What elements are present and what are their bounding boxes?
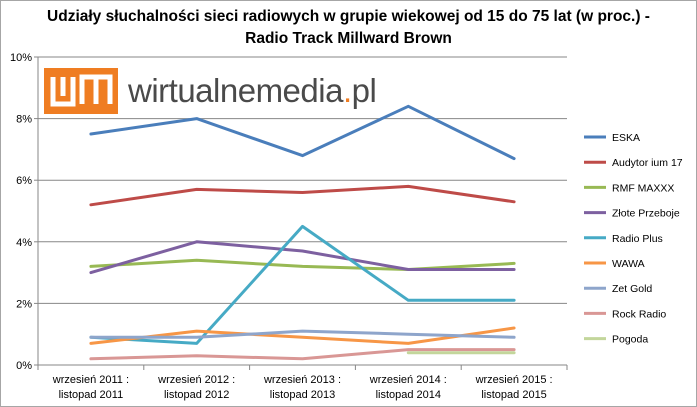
series-line [89, 240, 516, 275]
series-line [89, 224, 516, 345]
y-tick-label: 8% [16, 114, 32, 126]
legend-label: Rock Radio [612, 308, 666, 320]
x-tick-label: wrzesień 2011 : [52, 374, 129, 386]
x-tick-label: wrzesień 2012 : [157, 374, 235, 386]
watermark-text: wirtualnemedia.pl [128, 72, 377, 110]
legend-label: Radio Plus [612, 233, 663, 245]
x-tick-label: wrzesień 2015 : [475, 374, 553, 386]
series-line [89, 104, 516, 161]
chart-title: Udziały słuchalności sieci radiowych w g… [0, 6, 697, 50]
legend-label: Zet Gold [612, 283, 652, 295]
series-line [89, 348, 516, 361]
legend-label: WAWA [612, 258, 645, 270]
x-tick-label: listopad 2015 [481, 389, 546, 401]
series-line [89, 326, 516, 345]
watermark-dot: . [342, 72, 352, 109]
watermark-tld: pl [351, 72, 377, 109]
x-tick-label: listopad 2014 [376, 389, 441, 401]
chart-title-line-2: Radio Track Millward Brown [245, 30, 452, 47]
series-line [89, 184, 516, 207]
y-tick-label: 4% [16, 237, 32, 249]
y-tick-label: 6% [16, 175, 32, 187]
x-tick-label: listopad 2013 [270, 389, 335, 401]
chart-title-line-1: Udziały słuchalności sieci radiowych w g… [47, 8, 650, 25]
legend-label: ESKA [612, 132, 640, 144]
series-line [89, 258, 516, 271]
watermark: wirtualnemedia.pl [44, 68, 377, 114]
watermark-text-main: wirtualnemedia [128, 72, 343, 109]
y-tick-label: 0% [16, 360, 32, 372]
legend-label: RMF MAXXX [612, 182, 674, 194]
wirtualnemedia-logo-icon [44, 68, 118, 114]
y-tick-label: 10% [10, 52, 32, 64]
legend-label: Pogoda [612, 334, 648, 346]
series-line [89, 329, 516, 339]
y-tick-label: 2% [16, 298, 32, 310]
x-tick-label: listopad 2011 [59, 389, 124, 401]
legend-label: Audytor ium 17 [612, 157, 683, 169]
x-tick-label: listopad 2012 [164, 389, 229, 401]
x-tick-label: wrzesień 2014 : [369, 374, 447, 386]
legend-label: Złote Przeboje [612, 208, 680, 220]
x-tick-label: wrzesień 2013 : [263, 374, 341, 386]
